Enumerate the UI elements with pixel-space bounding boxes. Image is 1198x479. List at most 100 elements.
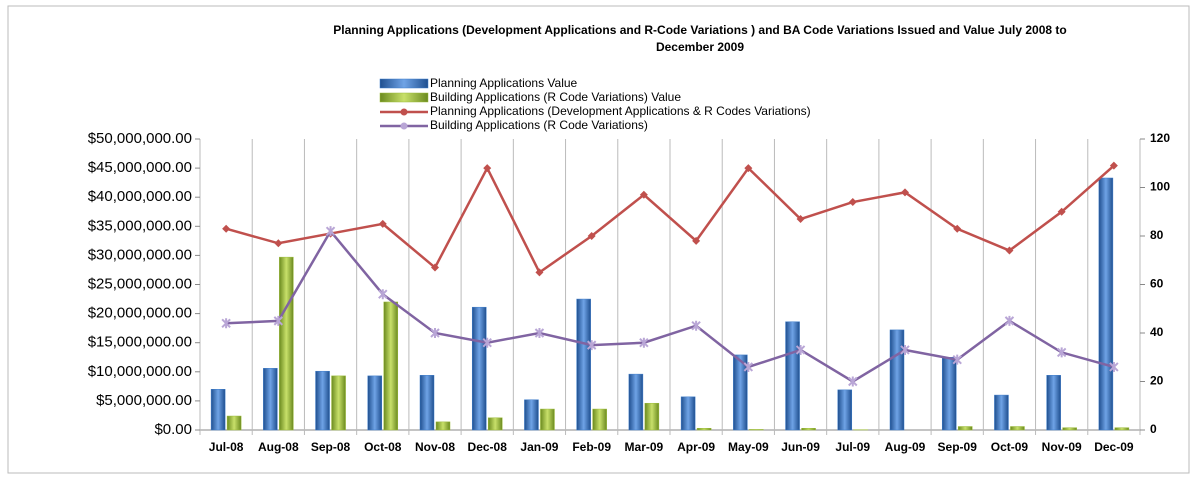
- marker: [744, 164, 753, 173]
- marker: [1109, 161, 1118, 170]
- legend-label: Building Applications (R Code Variations…: [430, 118, 648, 132]
- chart-title: Planning Applications (Development Appli…: [333, 23, 1066, 37]
- legend-label: Planning Applications (Development Appli…: [430, 104, 811, 118]
- marker: [1005, 246, 1014, 255]
- x-tick-label: Mar-09: [625, 440, 664, 454]
- y2-tick-label: 40: [1150, 325, 1164, 339]
- bar: [383, 301, 399, 431]
- marker: [221, 318, 231, 329]
- x-tick-label: Aug-08: [258, 440, 299, 454]
- bar: [471, 306, 487, 431]
- bar: [889, 329, 905, 431]
- marker: [378, 219, 387, 228]
- y-tick-label: $45,000,000.00: [88, 159, 192, 176]
- y2-tick-label: 60: [1150, 277, 1164, 291]
- bar: [226, 415, 242, 431]
- bar: [1046, 375, 1061, 431]
- marker: [691, 320, 701, 331]
- bar: [524, 399, 539, 431]
- x-tick-label: Jul-08: [209, 440, 244, 454]
- bar: [1010, 426, 1025, 431]
- x-tick-label: Aug-09: [885, 440, 926, 454]
- bar: [331, 375, 346, 431]
- y2-tick-label: 120: [1150, 131, 1170, 145]
- bar: [941, 357, 957, 431]
- marker: [795, 344, 806, 355]
- bar: [644, 402, 660, 431]
- y-tick-label: $35,000,000.00: [88, 217, 192, 234]
- x-tick-label: May-09: [728, 440, 769, 454]
- bar: [1114, 427, 1130, 431]
- bar: [540, 408, 555, 431]
- bar: [435, 421, 451, 431]
- y-tick-label: $30,000,000.00: [88, 246, 192, 263]
- marker: [743, 361, 754, 372]
- marker: [1004, 315, 1015, 326]
- marker: [587, 232, 596, 240]
- x-tick-label: Nov-09: [1042, 440, 1082, 454]
- bar: [279, 256, 294, 431]
- line: [226, 228, 1115, 383]
- y-tick-label: $10,000,000.00: [88, 363, 192, 380]
- marker: [900, 344, 910, 355]
- chart-frame: [7, 5, 1190, 474]
- bar: [315, 370, 330, 431]
- legend-swatch: [379, 78, 429, 89]
- bar: [628, 373, 644, 431]
- marker: [535, 268, 544, 277]
- marker: [1109, 361, 1119, 372]
- y2-tick-label: 80: [1150, 228, 1164, 242]
- marker: [482, 337, 492, 348]
- marker: [586, 340, 597, 351]
- legend-label: Building Applications (R Code Variations…: [430, 90, 681, 104]
- marker: [222, 224, 231, 233]
- y-tick-label: $25,000,000.00: [88, 275, 192, 292]
- bar: [696, 428, 712, 431]
- y-tick-label: $50,000,000.00: [88, 130, 192, 147]
- legend-marker: [400, 108, 408, 116]
- bar: [957, 426, 973, 431]
- bar: [419, 375, 435, 431]
- bar: [733, 354, 748, 431]
- x-tick-label: Dec-09: [1094, 440, 1134, 454]
- marker: [796, 215, 805, 224]
- bar: [1062, 427, 1077, 431]
- x-tick-label: Nov-08: [415, 440, 455, 454]
- marker: [534, 328, 545, 338]
- y-tick-label: $20,000,000.00: [88, 305, 192, 322]
- y-tick-label: $0.00: [154, 421, 192, 438]
- marker: [848, 376, 858, 387]
- bar: [837, 389, 853, 431]
- marker: [430, 328, 440, 338]
- marker: [1056, 347, 1067, 358]
- bar: [1098, 177, 1114, 431]
- chart-title: December 2009: [656, 40, 744, 54]
- y2-tick-label: 20: [1150, 374, 1164, 388]
- bar: [749, 429, 764, 431]
- bar: [801, 428, 816, 431]
- x-tick-label: Sep-09: [938, 440, 978, 454]
- marker: [639, 337, 649, 348]
- bar: [367, 375, 383, 431]
- x-tick-label: Sep-08: [311, 440, 351, 454]
- bar: [994, 394, 1009, 431]
- x-tick-label: Apr-09: [677, 440, 715, 454]
- marker: [953, 224, 962, 233]
- x-tick-label: Jul-09: [835, 440, 870, 454]
- legend-label: Planning Applications Value: [430, 76, 578, 90]
- bar: [785, 321, 800, 431]
- bar: [263, 368, 278, 431]
- marker: [378, 289, 388, 300]
- marker: [325, 226, 336, 237]
- x-tick-label: Oct-09: [991, 440, 1029, 454]
- y-tick-label: $5,000,000.00: [96, 392, 192, 409]
- bar: [487, 417, 503, 431]
- bar: [576, 298, 591, 431]
- marker: [274, 239, 283, 248]
- marker: [273, 315, 284, 326]
- y2-tick-label: 0: [1150, 422, 1157, 436]
- bar: [592, 408, 607, 431]
- bar: [680, 396, 696, 431]
- legend-marker: [400, 122, 408, 130]
- marker: [483, 164, 492, 173]
